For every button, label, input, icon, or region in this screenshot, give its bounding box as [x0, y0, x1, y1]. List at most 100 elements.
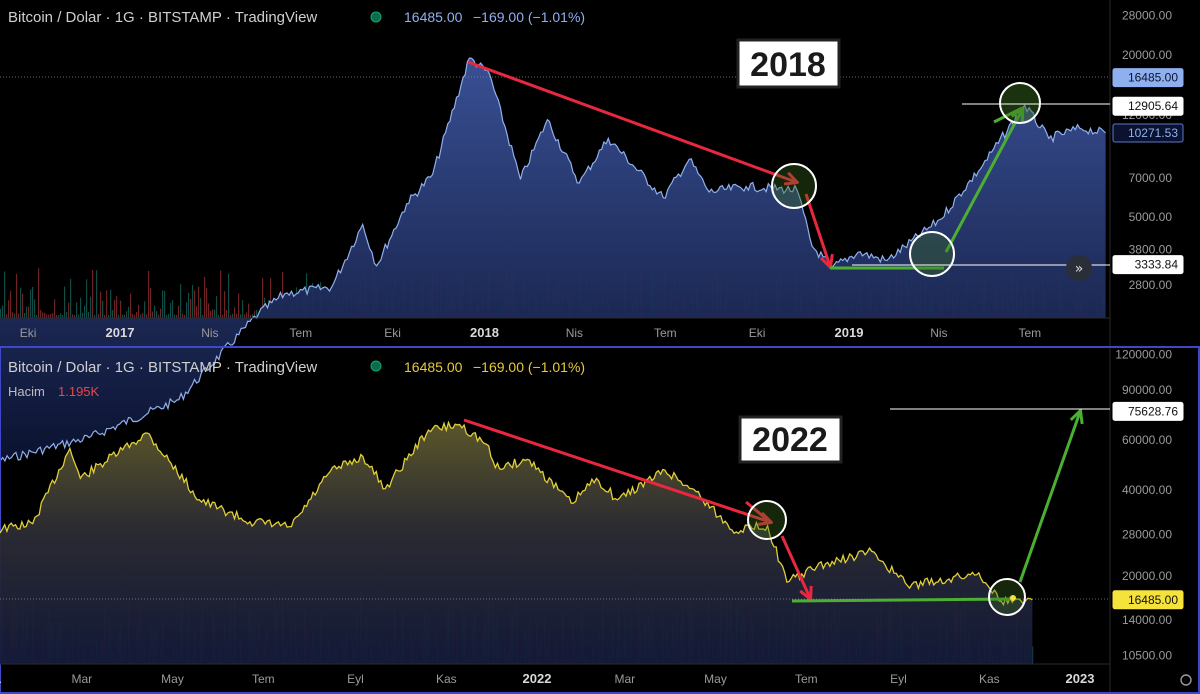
- y-tick-label: 20000.00: [1122, 569, 1172, 583]
- volume-bar: [74, 315, 76, 318]
- y-tick-label: 60000.00: [1122, 433, 1172, 447]
- volume-value: 1.195K: [58, 384, 100, 399]
- chart-2018-price-line: [0, 57, 1107, 463]
- chart-2022-last-point: [1010, 595, 1016, 601]
- price-tag-label: 75628.76: [1128, 404, 1178, 418]
- price-tag-label: 16485.00: [1128, 593, 1178, 607]
- volume-bar: [226, 310, 228, 318]
- volume-bar: [210, 310, 212, 318]
- chart-2018-year-label: 2018: [750, 46, 826, 84]
- volume-bar: [204, 277, 206, 318]
- volume-bar: [182, 313, 184, 318]
- y-tick-label: 14000.00: [1122, 613, 1172, 627]
- volume-bar: [212, 309, 214, 318]
- volume-bar: [144, 301, 146, 318]
- volume-bar: [222, 314, 224, 318]
- volume-bar: [138, 305, 140, 318]
- chart-2018-x-axis: Eki 2017 Nis Tem Eki 2018 Nis Tem Eki 2019 Nis Tem: [20, 325, 1041, 340]
- price-tag-box: [1112, 401, 1184, 421]
- volume-bar: [202, 315, 204, 318]
- volume-bar: [186, 302, 188, 318]
- volume-bar: [122, 314, 124, 318]
- y-tick-label: 7000.00: [1129, 171, 1173, 185]
- x-tick-label: 21: [0, 671, 1, 686]
- volume-bar: [62, 315, 64, 318]
- volume-bar: [166, 315, 168, 318]
- volume-bar: [178, 305, 180, 318]
- x-tick-label: Nis: [930, 326, 947, 340]
- x-tick-label: May: [704, 672, 727, 686]
- x-tick-label: Tem: [252, 672, 275, 686]
- y-tick-label: 120000.00: [1115, 347, 1172, 361]
- volume-bar: [82, 312, 84, 318]
- volume-bar: [18, 313, 20, 318]
- chart-2018-circle-top: [999, 82, 1041, 124]
- volume-bar: [10, 290, 12, 318]
- y-tick-label: 10500.00: [1122, 649, 1172, 663]
- volume-bar: [176, 315, 178, 318]
- settings-gear-icon[interactable]: [1180, 674, 1192, 686]
- volume-bar: [12, 312, 14, 318]
- volume-bar: [230, 315, 232, 318]
- chart-2022-change: −169.00 (−1.01%): [473, 359, 585, 375]
- price-tag-box: [1112, 255, 1184, 275]
- volume-bar: [58, 315, 60, 318]
- chart-2022-price-area: [0, 422, 1033, 664]
- x-tick-label: Eki: [20, 326, 37, 340]
- volume-bar: [96, 270, 98, 318]
- volume-bar: [116, 296, 118, 318]
- volume-bar: [78, 314, 80, 318]
- volume-bar: [146, 314, 148, 318]
- volume-bar: [148, 270, 150, 318]
- volume-bar: [8, 300, 10, 318]
- volume-bar: [168, 314, 170, 318]
- volume-bar: [38, 268, 40, 318]
- volume-bar: [142, 312, 144, 318]
- volume-bar: [140, 314, 142, 318]
- x-tick-label: Nis: [566, 326, 583, 340]
- volume-bar: [80, 297, 82, 318]
- volume-bar: [196, 306, 198, 318]
- market-open-icon: [370, 360, 382, 372]
- volume-bar: [68, 302, 70, 318]
- chart-2018-green-arrow-tail: [993, 106, 1023, 124]
- y-tick-label: 5000.00: [1129, 210, 1173, 224]
- volume-bar: [208, 303, 210, 318]
- chart-2022-circle-breakdown: [747, 500, 787, 540]
- volume-bar: [172, 300, 174, 318]
- x-tick-label: Tem: [289, 326, 312, 340]
- scroll-to-realtime-button[interactable]: [1066, 255, 1092, 281]
- volume-bar: [64, 286, 66, 318]
- volume-bar: [4, 271, 6, 318]
- volume-bar: [108, 314, 110, 318]
- volume-bar: [234, 307, 236, 318]
- chart-2022-last-price: 16485.00: [404, 359, 463, 375]
- volume-bar: [162, 290, 164, 318]
- x-tick-label: Kas: [979, 672, 1000, 686]
- chart-2018-red-drop-arrow: [804, 193, 830, 266]
- chart-2018-change: −169.00 (−1.01%): [473, 9, 585, 25]
- volume-bar: [126, 311, 128, 318]
- volume-bar: [218, 315, 220, 318]
- price-tag-box: [1112, 96, 1184, 116]
- volume-bar: [112, 310, 114, 318]
- chart-2018-last-price: 16485.00: [404, 9, 463, 25]
- y-tick-label: 20000.00: [1122, 48, 1172, 62]
- volume-bar: [34, 299, 36, 318]
- volume-label: Hacim: [8, 384, 45, 399]
- volume-bar: [104, 315, 106, 318]
- volume-bar: [6, 314, 8, 318]
- volume-bar: [56, 315, 58, 318]
- volume-bar: [270, 278, 272, 318]
- volume-bar: [60, 313, 62, 318]
- chart-2022-price-tags: 75628.76 16485.00: [1112, 401, 1184, 610]
- x-tick-label: Tem: [1018, 326, 1041, 340]
- chart-2022-red-drop-arrow: [780, 535, 810, 598]
- volume-bar: [118, 314, 120, 318]
- volume-bar: [24, 313, 26, 318]
- volume-bar: [164, 290, 166, 318]
- volume-bar: [0, 308, 2, 318]
- chart-2018-circle-bottom: [909, 231, 955, 277]
- chart-2018-circle-breakdown: [771, 163, 817, 209]
